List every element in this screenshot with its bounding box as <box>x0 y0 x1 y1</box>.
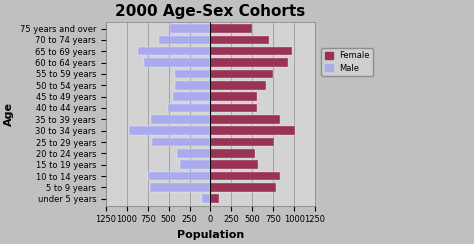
Bar <box>210 172 280 180</box>
Bar <box>210 194 219 203</box>
X-axis label: Population: Population <box>177 230 244 240</box>
Legend: Female, Male: Female, Male <box>321 48 374 76</box>
Bar <box>175 81 210 90</box>
Bar <box>210 58 288 67</box>
Bar <box>210 92 257 101</box>
Bar <box>177 149 210 158</box>
Bar <box>150 183 210 192</box>
Bar <box>173 92 210 101</box>
Bar <box>138 47 210 55</box>
Bar <box>210 149 255 158</box>
Bar <box>210 47 292 55</box>
Bar <box>210 126 295 135</box>
Bar <box>210 161 258 169</box>
Bar <box>210 104 257 112</box>
Bar <box>210 70 273 78</box>
Bar <box>148 172 210 180</box>
Bar <box>210 81 266 90</box>
Bar <box>159 36 210 44</box>
Bar <box>210 138 274 146</box>
Bar <box>210 183 276 192</box>
Bar <box>151 115 210 123</box>
Bar <box>210 36 269 44</box>
Bar <box>128 126 210 135</box>
Bar <box>210 24 252 33</box>
Bar <box>180 161 210 169</box>
Bar <box>168 104 210 112</box>
Bar <box>170 24 210 33</box>
Bar <box>202 194 210 203</box>
Title: 2000 Age-Sex Cohorts: 2000 Age-Sex Cohorts <box>115 4 306 19</box>
Bar <box>144 58 210 67</box>
Y-axis label: Age: Age <box>4 102 14 126</box>
Bar <box>210 115 280 123</box>
Bar <box>174 70 210 78</box>
Bar <box>152 138 210 146</box>
